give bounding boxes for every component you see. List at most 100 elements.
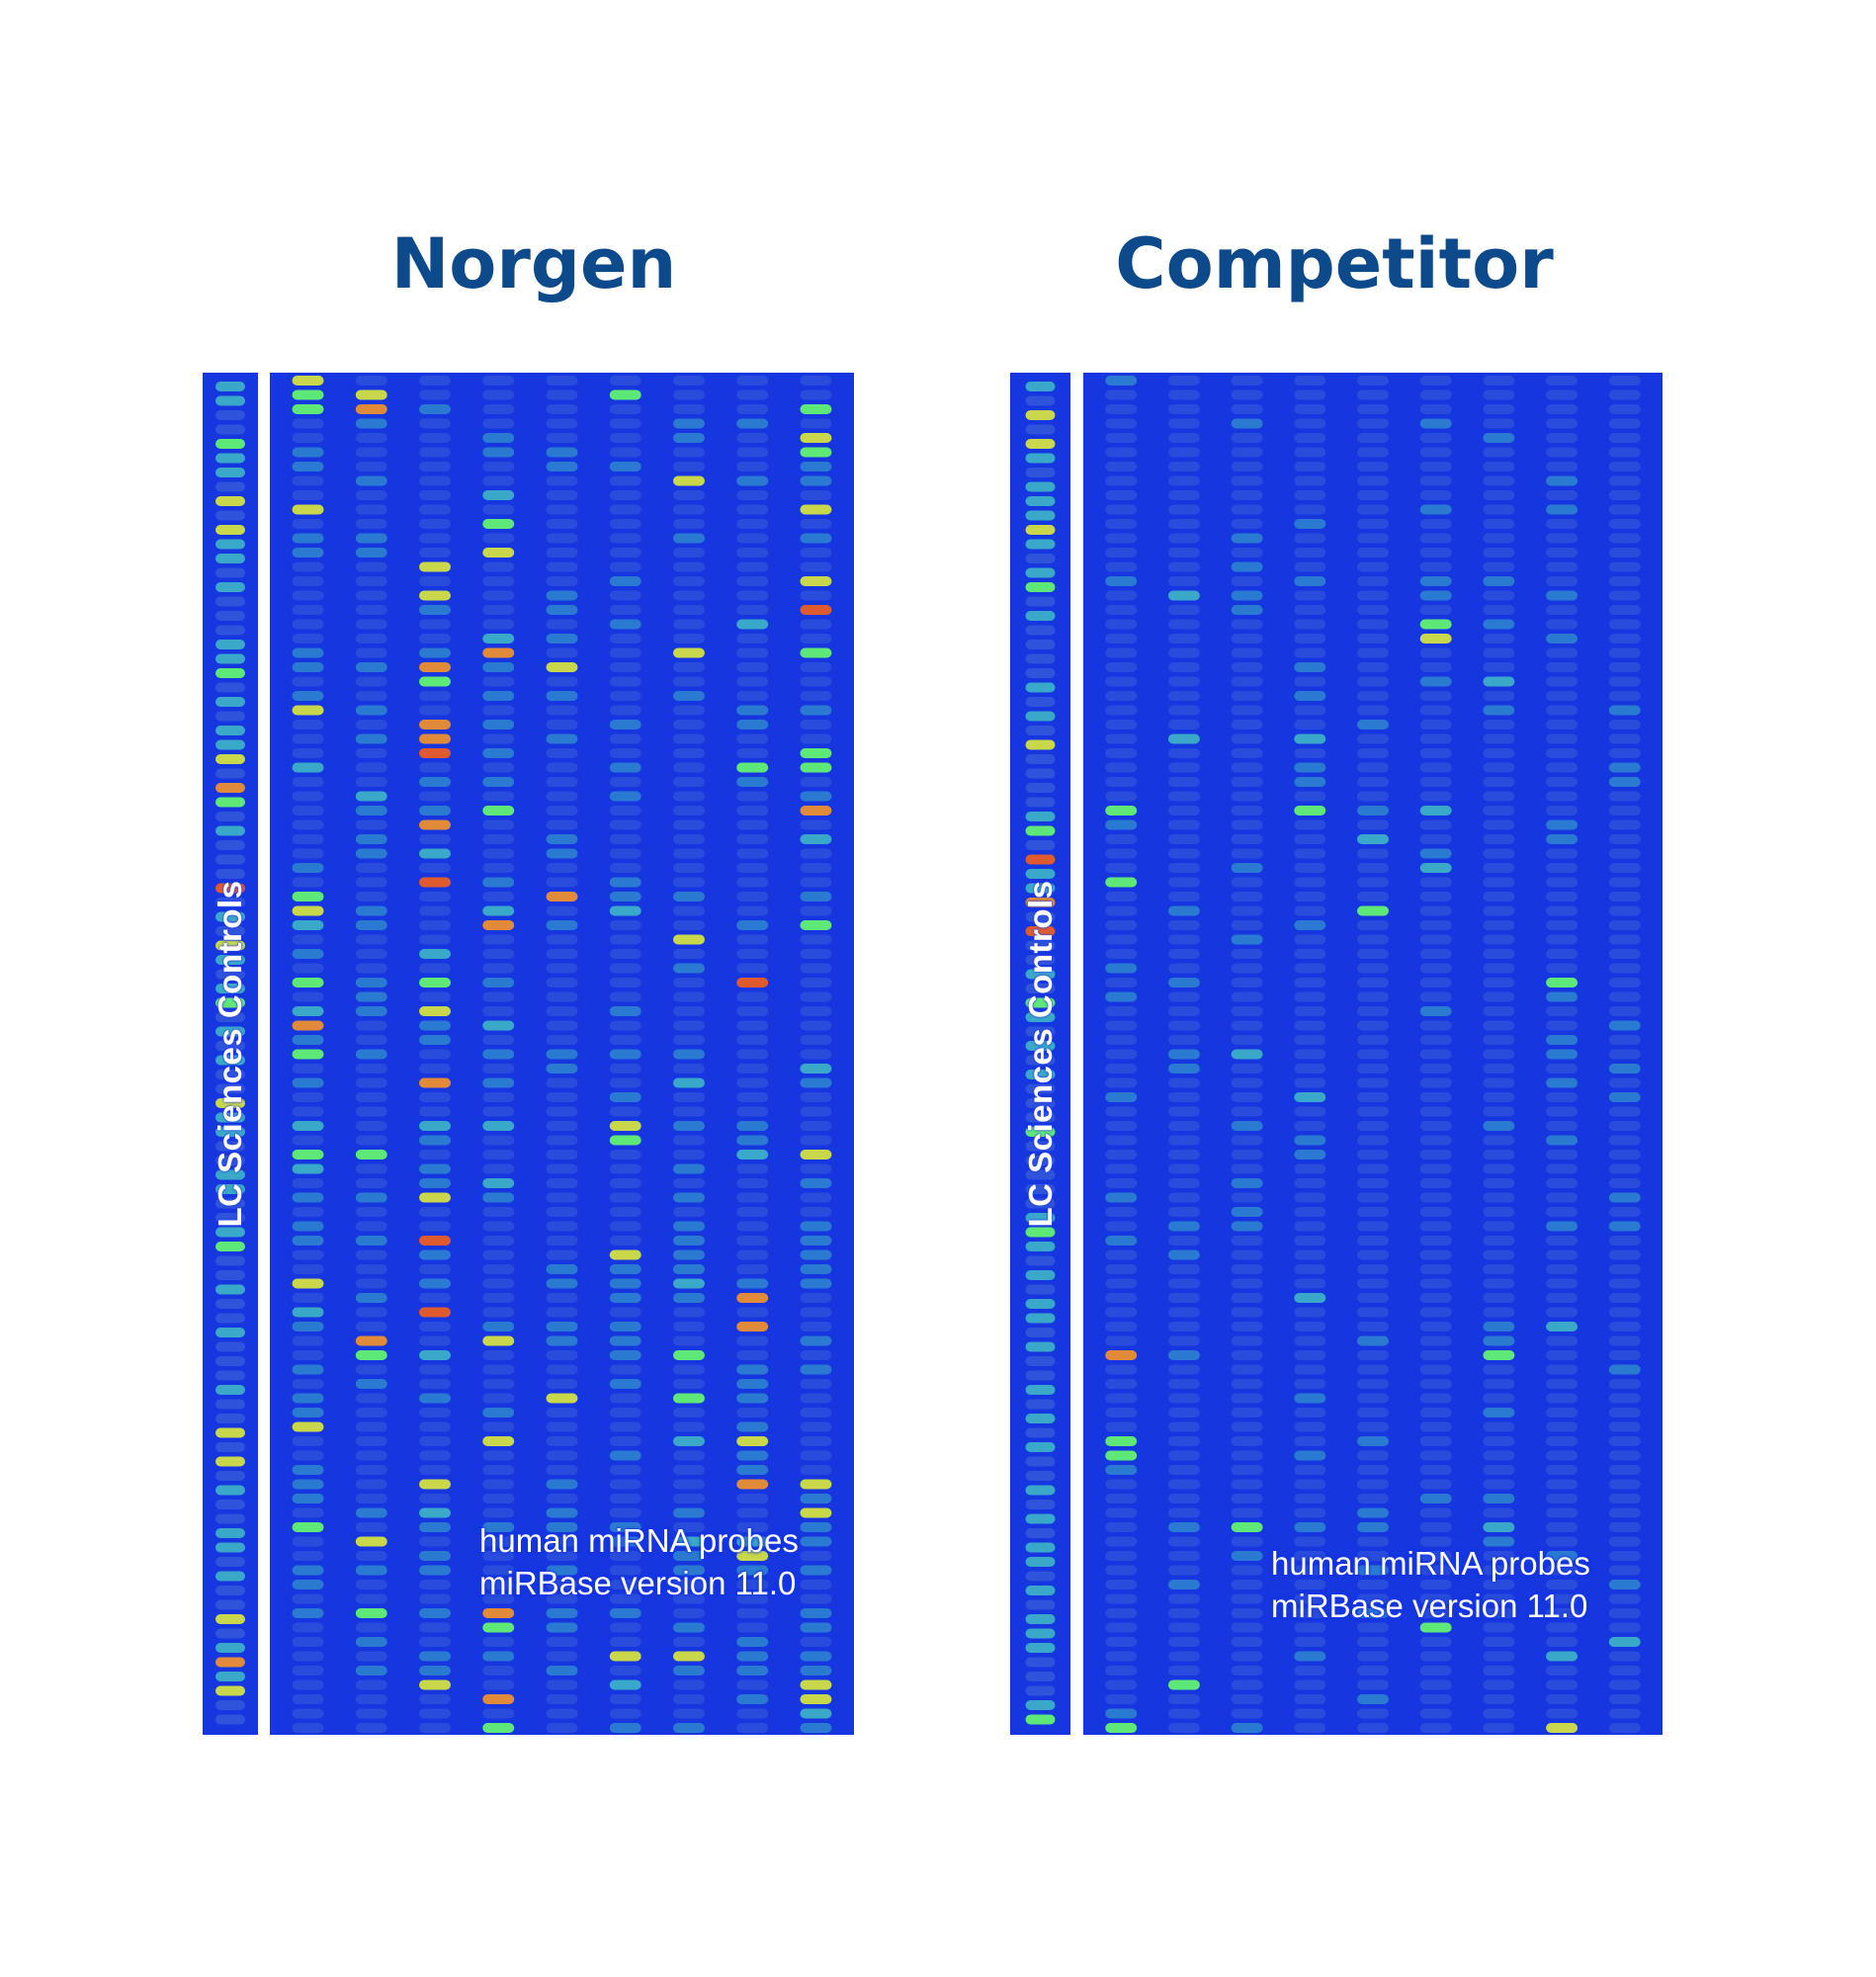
- probe-spot: [672, 1450, 705, 1461]
- probe-spot: [1294, 1264, 1326, 1274]
- probe-spot: [292, 1465, 324, 1475]
- probe-spot: [1608, 1178, 1641, 1188]
- probe-spot: [672, 676, 705, 687]
- probe-spot: [355, 1020, 387, 1031]
- probe-spot: [355, 691, 387, 701]
- probe-spot: [1419, 920, 1452, 930]
- probe-spot: [800, 447, 832, 458]
- probe-spot: [800, 1049, 832, 1060]
- probe-spot: [292, 991, 324, 1002]
- probe-spot: [1167, 1637, 1200, 1647]
- probe-spot: [419, 1593, 452, 1604]
- probe-spot: [1419, 905, 1452, 916]
- probe-spot: [1419, 404, 1452, 414]
- probe-spot: [482, 1064, 515, 1074]
- probe-spot: [1546, 705, 1578, 716]
- probe-spot: [419, 1408, 452, 1418]
- probe-spot: [1357, 949, 1389, 959]
- probe-spot: [736, 1450, 769, 1461]
- probe-spot: [1483, 1494, 1515, 1504]
- control-spot: [1025, 1169, 1056, 1180]
- probe-spot: [736, 1150, 769, 1160]
- probe-spot: [482, 1507, 515, 1518]
- probe-spot: [292, 1092, 324, 1102]
- probe-spot: [1231, 462, 1263, 472]
- probe-spot: [1483, 1035, 1515, 1045]
- probe-spot: [736, 418, 769, 429]
- probe-spot: [1231, 1077, 1263, 1088]
- control-spot: [1025, 1614, 1056, 1624]
- probe-spot: [1294, 1551, 1326, 1561]
- probe-spot: [736, 676, 769, 687]
- probe-spot: [1357, 1436, 1389, 1446]
- probe-spot: [419, 762, 452, 773]
- probe-spot: [1419, 475, 1452, 486]
- probe-spot: [355, 1207, 387, 1217]
- probe-spot: [1105, 1622, 1138, 1633]
- probe-spot: [292, 389, 324, 400]
- probe-spot: [546, 1049, 578, 1060]
- probe-spot: [1483, 576, 1515, 586]
- probe-spot: [1231, 1221, 1263, 1232]
- probe-spot: [292, 1408, 324, 1418]
- probe-spot: [1546, 1651, 1578, 1662]
- probe-spot: [1608, 762, 1641, 773]
- probe-spot: [1357, 404, 1389, 414]
- control-spot: [215, 1414, 245, 1423]
- probe-spot: [546, 1608, 578, 1618]
- probe-spot: [1483, 905, 1515, 916]
- probe-spot: [1167, 1393, 1200, 1404]
- probe-spot: [419, 1236, 452, 1246]
- probe-spot: [609, 762, 641, 773]
- probe-spot: [1294, 1708, 1326, 1719]
- probe-spot: [1357, 433, 1389, 443]
- probe-spot: [1294, 1651, 1326, 1662]
- probe-spot: [419, 1622, 452, 1633]
- probe-spot: [1231, 863, 1263, 873]
- probe-spot: [800, 1106, 832, 1117]
- probe-spot: [355, 978, 387, 988]
- probe-spot: [1608, 1150, 1641, 1160]
- control-spot: [1025, 410, 1056, 420]
- probe-spot: [546, 1637, 578, 1647]
- probe-spot: [1294, 806, 1326, 816]
- control-spot: [1025, 1414, 1056, 1423]
- probe-spot: [736, 1507, 769, 1518]
- control-spot: [215, 653, 245, 664]
- probe-spot: [1105, 376, 1138, 386]
- probe-spot: [1419, 1064, 1452, 1074]
- probe-spot: [1357, 1307, 1389, 1318]
- probe-spot: [1167, 1163, 1200, 1174]
- probe-spot: [1231, 1494, 1263, 1504]
- probe-spot: [355, 1465, 387, 1475]
- probe-spot: [672, 1322, 705, 1332]
- probe-spot: [1546, 634, 1578, 644]
- probe-spot: [419, 978, 452, 988]
- probe-spot: [1105, 1364, 1138, 1375]
- probe-spot: [1483, 1580, 1515, 1590]
- probe-spot: [1546, 376, 1578, 386]
- probe-spot: [546, 1507, 578, 1518]
- probe-spot: [355, 1322, 387, 1332]
- probe-spot: [1231, 777, 1263, 787]
- probe-spot: [292, 605, 324, 615]
- probe-spot: [800, 777, 832, 787]
- probe-spot: [419, 920, 452, 930]
- probe-spot: [419, 1121, 452, 1131]
- probe-spot: [1105, 1135, 1138, 1146]
- probe-spot: [1167, 1364, 1200, 1375]
- probe-spot: [292, 662, 324, 672]
- probe-spot: [1231, 1106, 1263, 1117]
- probe-spot: [546, 791, 578, 802]
- probe-spot: [609, 949, 641, 959]
- probe-spot: [800, 1249, 832, 1260]
- probe-spot: [1608, 1637, 1641, 1647]
- probe-spot: [609, 1121, 641, 1131]
- probe-spot: [419, 1551, 452, 1561]
- probe-spot: [546, 1236, 578, 1246]
- probe-spot: [1608, 1651, 1641, 1662]
- probe-spot: [1483, 1723, 1515, 1733]
- probe-spot: [1483, 418, 1515, 429]
- probe-spot: [1546, 934, 1578, 945]
- probe-spot: [292, 791, 324, 802]
